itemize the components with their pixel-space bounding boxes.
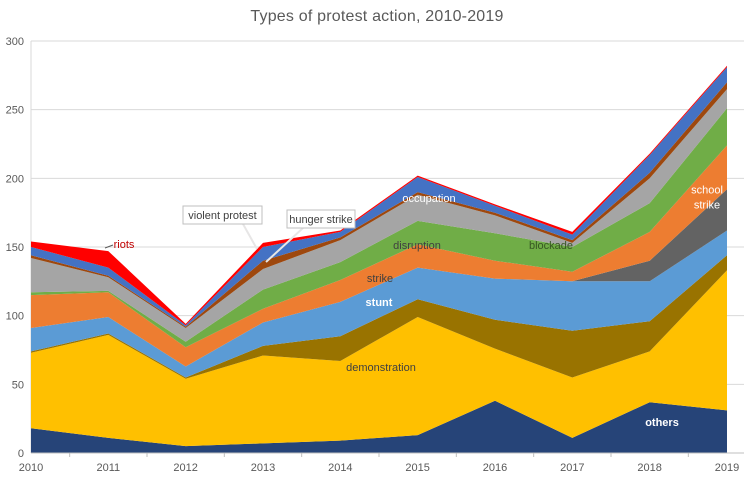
area-stunt <box>31 255 727 379</box>
x-axis-label-2018: 2018 <box>637 462 661 474</box>
chart-title: Types of protest action, 2010-2019 <box>250 8 504 25</box>
area-strike <box>31 230 727 378</box>
series-label-blockade: blockade <box>529 240 573 252</box>
callout-leader-violent-protest <box>242 223 258 250</box>
area-school-strike <box>31 189 727 367</box>
x-axis-label-2013: 2013 <box>251 462 275 474</box>
area-demonstration <box>31 270 727 447</box>
x-axis-label-2016: 2016 <box>483 462 507 474</box>
callout-label-hunger-strike: hunger strike <box>289 214 353 226</box>
riots-leader-line <box>104 244 114 249</box>
series-label-strike: strike <box>367 273 393 285</box>
y-axis-label-250: 250 <box>6 105 24 117</box>
series-label-demonstration: demonstration <box>346 362 416 374</box>
callout-label-violent-protest: violent protest <box>188 210 256 222</box>
area-others <box>31 400 727 453</box>
x-axis-label-2015: 2015 <box>405 462 429 474</box>
x-axis-label-2017: 2017 <box>560 462 584 474</box>
x-axis-label-2014: 2014 <box>328 462 352 474</box>
x-axis-label-2011: 2011 <box>97 462 121 474</box>
series-label-others: others <box>645 417 679 429</box>
series-label-riots: riots <box>114 239 135 251</box>
y-axis-label-300: 300 <box>6 36 24 48</box>
y-axis-label-200: 200 <box>6 173 24 185</box>
series-label-school-strike: strike <box>694 200 720 212</box>
callout-leader-hunger-strike <box>265 227 304 263</box>
series-label-disruption: disruption <box>393 240 441 252</box>
x-axis-label-2012: 2012 <box>173 462 197 474</box>
callout-box-hunger-strike <box>286 209 356 229</box>
series-label-occupation: occupation <box>402 193 455 205</box>
y-axis-label-0: 0 <box>18 448 24 460</box>
y-axis-label-50: 50 <box>12 379 24 391</box>
y-axis-label-150: 150 <box>6 242 24 254</box>
series-label-school-strike: school <box>691 185 723 197</box>
callout-box-violent-protest <box>182 205 263 225</box>
y-axis-label-100: 100 <box>6 311 24 323</box>
series-label-stunt: stunt <box>366 297 393 309</box>
x-axis-label-2019: 2019 <box>715 462 739 474</box>
x-axis-label-2010: 2010 <box>19 462 43 474</box>
